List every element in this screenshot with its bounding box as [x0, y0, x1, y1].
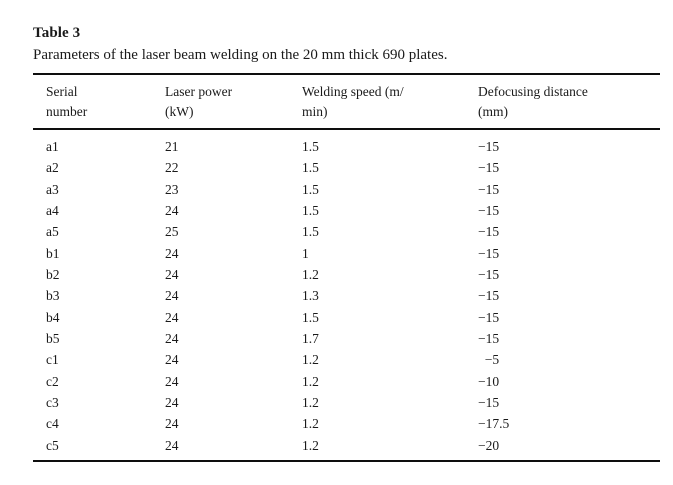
cell-laser-power: 24 [165, 395, 179, 411]
cell-welding-speed: 1.2 [302, 416, 319, 432]
cell-defocusing-distance: −17.5 [478, 416, 510, 432]
table-row: a2 22 1.5 −15 [33, 157, 660, 178]
cell-serial-number: a4 [46, 203, 59, 219]
cell-welding-speed: 1.2 [302, 373, 319, 389]
cell-serial-number: c1 [46, 352, 59, 368]
cell-defocusing-distance: −15 [478, 245, 500, 261]
table-row: a4 24 1.5 −15 [33, 200, 660, 221]
cell-laser-power: 23 [165, 181, 179, 197]
col-header-laser-power: Laser power (kW) [165, 74, 302, 130]
cell-welding-speed: 1.5 [302, 181, 319, 197]
table-row: c4 24 1.2 −17.5 [33, 413, 660, 434]
cell-defocusing-distance: −15 [478, 203, 500, 219]
welding-parameters-table: Serial number Laser power (kW) Welding s… [33, 73, 660, 463]
cell-serial-number: a1 [46, 139, 59, 154]
table-row: c5 24 1.2 −20 [33, 435, 660, 461]
cell-welding-speed: 1.5 [302, 224, 319, 240]
cell-serial-number: a5 [46, 224, 59, 240]
col-header-welding-speed: Welding speed (m/ min) [302, 74, 478, 130]
table-row: b3 24 1.3 −15 [33, 285, 660, 306]
cell-defocusing-distance: −15 [478, 160, 500, 176]
cell-serial-number: c5 [46, 437, 59, 453]
cell-defocusing-distance: −20 [478, 437, 500, 453]
header-row: Serial number Laser power (kW) Welding s… [33, 74, 660, 130]
cell-laser-power: 24 [165, 288, 179, 304]
cell-serial-number: b3 [46, 288, 60, 304]
cell-serial-number: c3 [46, 395, 59, 411]
table-row: c3 24 1.2 −15 [33, 392, 660, 413]
cell-laser-power: 24 [165, 309, 179, 325]
table-row: b1 24 1 −15 [33, 243, 660, 264]
cell-laser-power: 25 [165, 224, 179, 240]
cell-defocusing-distance: −15 [478, 331, 500, 347]
cell-defocusing-distance: −15 [478, 139, 500, 154]
table-body: a1 21 1.5 −15 a2 22 1.5 −15 a3 23 1.5 −15 a4 24 1.5 −15… [33, 129, 660, 461]
cell-serial-number: b1 [46, 245, 60, 261]
cell-welding-speed: 1.2 [302, 352, 319, 368]
cell-serial-number: c2 [46, 373, 59, 389]
cell-laser-power: 24 [165, 245, 179, 261]
col-header-defocusing-distance: Defocusing distance (mm) [478, 74, 660, 130]
cell-welding-speed: 1.5 [302, 203, 319, 219]
table-title: Table 3 [33, 25, 81, 41]
table-row: b2 24 1.2 −15 [33, 264, 660, 285]
cell-welding-speed: 1.7 [302, 331, 319, 347]
cell-serial-number: a3 [46, 181, 59, 197]
cell-defocusing-distance: −15 [478, 395, 500, 411]
cell-defocusing-distance: −15 [478, 267, 500, 283]
table-row: a1 21 1.5 −15 [33, 129, 660, 157]
cell-laser-power: 21 [165, 139, 179, 154]
cell-welding-speed: 1.5 [302, 309, 319, 325]
cell-laser-power: 24 [165, 267, 179, 283]
cell-laser-power: 24 [165, 331, 179, 347]
cell-welding-speed: 1 [302, 245, 309, 261]
table-row: b4 24 1.5 −15 [33, 307, 660, 328]
cell-defocusing-distance: −15 [478, 181, 500, 197]
cell-serial-number: a2 [46, 160, 59, 176]
cell-defocusing-distance: −5 [478, 352, 500, 368]
cell-serial-number: c4 [46, 416, 59, 432]
table3-block: Table 3 Parameters of the laser beam wel… [33, 24, 660, 463]
cell-welding-speed: 1.3 [302, 288, 319, 304]
col-header-serial-number: Serial number [33, 74, 165, 130]
table-row: a5 25 1.5 −15 [33, 221, 660, 242]
cell-welding-speed: 1.2 [302, 267, 319, 283]
table-row: c1 24 1.2 −5 [33, 349, 660, 370]
cell-serial-number: b2 [46, 267, 60, 283]
cell-laser-power: 24 [165, 373, 179, 389]
cell-defocusing-distance: −10 [478, 373, 500, 389]
table-row: c2 24 1.2 −10 [33, 371, 660, 392]
cell-laser-power: 24 [165, 437, 179, 453]
cell-laser-power: 24 [165, 416, 179, 432]
table-row: b5 24 1.7 −15 [33, 328, 660, 349]
cell-defocusing-distance: −15 [478, 224, 500, 240]
cell-welding-speed: 1.5 [302, 139, 319, 154]
cell-serial-number: b5 [46, 331, 60, 347]
cell-laser-power: 24 [165, 352, 179, 368]
table-row: a3 23 1.5 −15 [33, 179, 660, 200]
table-caption: Parameters of the laser beam welding on … [33, 47, 448, 63]
cell-serial-number: b4 [46, 309, 60, 325]
cell-welding-speed: 1.5 [302, 160, 319, 176]
cell-laser-power: 22 [165, 160, 179, 176]
cell-defocusing-distance: −15 [478, 309, 500, 325]
cell-defocusing-distance: −15 [478, 288, 500, 304]
cell-welding-speed: 1.2 [302, 437, 319, 453]
cell-laser-power: 24 [165, 203, 179, 219]
cell-welding-speed: 1.2 [302, 395, 319, 411]
